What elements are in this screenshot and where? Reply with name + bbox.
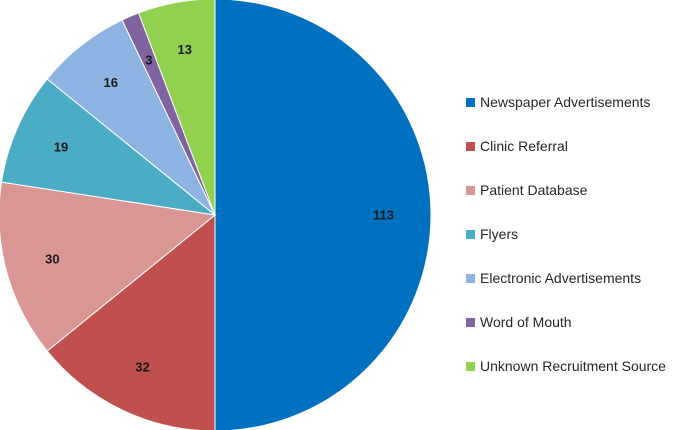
legend-item-flyers: Flyers: [466, 223, 666, 245]
legend-label: Electronic Advertisements: [480, 270, 642, 286]
data-label-unknown-recruitment-source: 13: [177, 42, 191, 57]
legend-swatch: [466, 185, 475, 195]
legend-label: Word of Mouth: [480, 314, 572, 330]
legend-label: Patient Database: [480, 182, 588, 198]
pie-slice-newspaper-advertisements: [214, 0, 432, 430]
legend-item-electronic-advertisements: Electronic Advertisements: [466, 267, 666, 289]
data-label-newspaper-advertisements: 113: [373, 208, 394, 223]
chart-legend: Newspaper Advertisements Clinic Referral P…: [466, 91, 666, 399]
pie-slice-flyers: [0, 78, 217, 216]
legend-swatch: [466, 273, 475, 283]
data-label-clinic-referral: 32: [135, 360, 149, 375]
data-label-patient-database: 30: [45, 251, 59, 266]
legend-label: Clinic Referral: [480, 138, 568, 154]
data-label-electronic-advertisements: 16: [104, 75, 118, 90]
data-label-flyers: 19: [54, 139, 68, 154]
pie-slices: [0, 0, 432, 430]
pie-slice-patient-database: [0, 181, 217, 352]
data-label-word-of-mouth: 3: [145, 53, 152, 68]
legend-swatch: [466, 317, 475, 327]
legend-item-unknown-recruitment-source: Unknown Recruitment Source: [466, 355, 666, 377]
legend-item-clinic-referral: Clinic Referral: [466, 135, 666, 157]
legend-label: Flyers: [480, 226, 519, 242]
pie-data-labels: 113 32 30 19 16 3 13: [45, 42, 394, 375]
legend-swatch: [466, 97, 475, 107]
legend-swatch: [466, 361, 475, 371]
legend-label: Unknown Recruitment Source: [480, 358, 666, 374]
legend-swatch: [466, 141, 475, 151]
legend-item-newspaper-advertisements: Newspaper Advertisements: [466, 91, 666, 113]
legend-swatch: [466, 229, 475, 239]
pie-slice-clinic-referral: [46, 213, 216, 430]
legend-item-word-of-mouth: Word of Mouth: [466, 311, 666, 333]
legend-item-patient-database: Patient Database: [466, 179, 666, 201]
legend-label: Newspaper Advertisements: [480, 94, 651, 110]
pie-slice-unknown-recruitment-source: [137, 0, 216, 216]
